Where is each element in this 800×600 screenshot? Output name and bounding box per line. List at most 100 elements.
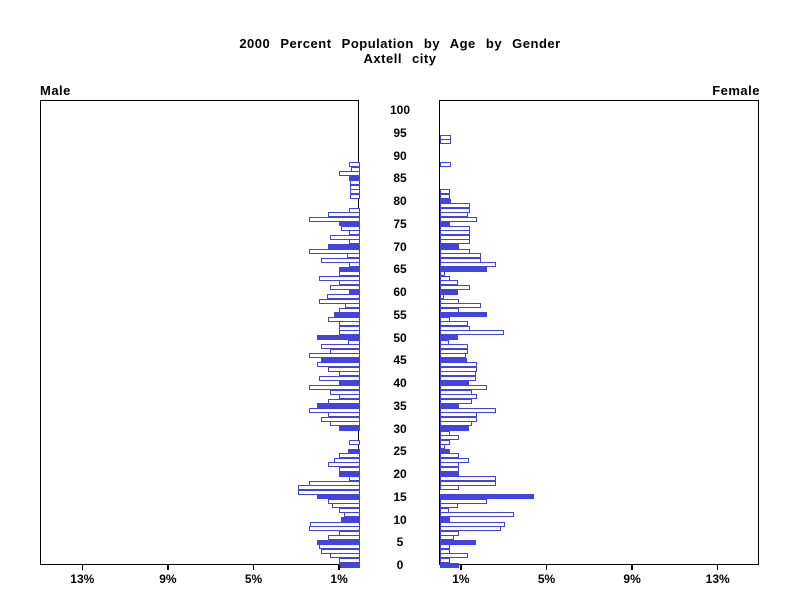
pyramid-bar-male-age-8: [309, 526, 360, 531]
pyramid-bar-female-age-36: [440, 399, 472, 404]
pyramid-bar-female-age-22: [440, 462, 459, 467]
pyramid-bar-female-age-72: [440, 235, 470, 240]
pyramid-bar-female-age-93: [440, 139, 451, 144]
percent-tick: [253, 565, 255, 570]
pyramid-bar-male-age-82: [350, 189, 360, 194]
pyramid-bar-male-age-18: [309, 481, 360, 486]
pyramid-bar-female-age-42: [440, 371, 476, 376]
pyramid-bar-male-age-68: [347, 253, 360, 258]
pyramid-bar-male-age-19: [349, 476, 360, 481]
pyramid-bar-male-age-34: [309, 408, 360, 413]
pyramid-bar-male-age-66: [349, 262, 360, 267]
pyramid-bar-female-age-20: [440, 472, 459, 477]
age-axis-label-100: 100: [370, 103, 430, 117]
pyramid-bar-male-age-54: [328, 317, 360, 322]
pyramid-bar-male-age-40: [339, 381, 360, 386]
age-axis-label-95: 95: [370, 126, 430, 140]
pyramid-bar-female-age-25: [440, 449, 450, 454]
pyramid-bar-female-age-43: [440, 367, 477, 372]
age-axis-label-65: 65: [370, 262, 430, 276]
pyramid-bar-female-age-5: [440, 540, 476, 545]
pyramid-bar-male-age-31: [330, 421, 360, 426]
pyramid-bar-male-age-72: [330, 235, 360, 240]
pyramid-bar-male-age-87: [351, 167, 360, 172]
pyramid-bar-female-age-45: [440, 358, 467, 363]
female-panel-label: Female: [712, 83, 760, 98]
age-axis-label-10: 10: [370, 513, 430, 527]
pyramid-bar-female-age-63: [440, 276, 450, 281]
pyramid-bar-male-age-63: [319, 276, 360, 281]
pyramid-bar-female-age-49: [440, 340, 449, 345]
pyramid-bar-male-age-35: [317, 403, 360, 408]
pyramid-bar-male-age-52: [339, 326, 360, 331]
pyramid-bar-female-age-35: [440, 403, 459, 408]
pyramid-bar-male-age-22: [328, 462, 360, 467]
pyramid-bar-male-age-11: [344, 512, 360, 517]
population-pyramid-figure: 2000 Percent Population by Age by Gender…: [0, 0, 800, 600]
pyramid-bar-female-age-70: [440, 244, 459, 249]
pyramid-bar-male-age-27: [349, 440, 360, 445]
age-axis-label-85: 85: [370, 171, 430, 185]
pyramid-bar-male-age-74: [341, 226, 360, 231]
pyramid-bar-male-age-88: [349, 162, 360, 167]
pyramid-bar-male-age-39: [309, 385, 360, 390]
pyramid-bar-female-age-61: [440, 285, 470, 290]
pyramid-bar-male-age-56: [339, 308, 360, 313]
pyramid-bar-male-age-64: [339, 271, 360, 276]
pyramid-bar-male-age-25: [348, 449, 360, 454]
pyramid-bar-male-age-84: [350, 180, 360, 185]
pyramid-bar-female-age-6: [440, 535, 454, 540]
pyramid-bar-female-age-28: [440, 435, 459, 440]
pyramid-bar-female-age-7: [440, 531, 459, 536]
pyramid-bar-female-age-2: [440, 553, 468, 558]
pyramid-bar-male-age-30: [339, 426, 360, 431]
pyramid-bar-female-age-12: [440, 508, 449, 513]
pyramid-bar-male-age-43: [328, 367, 360, 372]
pyramid-bar-female-age-58: [440, 299, 459, 304]
pyramid-bar-male-age-13: [332, 503, 360, 508]
pyramid-bar-male-age-60: [349, 290, 360, 295]
pyramid-bar-female-age-32: [440, 417, 477, 422]
percent-tick: [338, 565, 340, 570]
age-axis-label-50: 50: [370, 331, 430, 345]
percent-tick-label: 9%: [608, 572, 656, 586]
pyramid-bar-female-age-74: [440, 226, 470, 231]
pyramid-bar-female-age-33: [440, 412, 477, 417]
pyramid-bar-male-age-42: [339, 371, 360, 376]
age-axis-label-70: 70: [370, 240, 430, 254]
pyramid-bar-female-age-18: [440, 481, 496, 486]
pyramid-bar-male-age-58: [319, 299, 360, 304]
pyramid-bar-male-age-71: [349, 239, 360, 244]
pyramid-bar-female-age-55: [440, 312, 487, 317]
pyramid-bar-male-age-20: [339, 472, 360, 477]
pyramid-bar-female-age-78: [440, 208, 470, 213]
pyramid-bar-male-age-9: [310, 522, 360, 527]
chart-title-line1: 2000 Percent Population by Age by Gender: [0, 36, 800, 51]
pyramid-bar-female-age-27: [440, 440, 450, 445]
percent-tick: [167, 565, 169, 570]
pyramid-bar-male-age-12: [339, 508, 360, 513]
pyramid-bar-male-age-62: [339, 280, 360, 285]
pyramid-bar-female-age-46: [440, 353, 466, 358]
pyramid-bar-female-age-23: [440, 458, 469, 463]
pyramid-bar-male-age-48: [321, 344, 360, 349]
male-panel-frame: [40, 100, 359, 565]
chart-title-line2: Axtell city: [0, 51, 800, 66]
pyramid-bar-male-age-7: [339, 531, 360, 536]
age-axis-label-75: 75: [370, 217, 430, 231]
pyramid-bar-female-age-26: [440, 444, 445, 449]
pyramid-bar-female-age-79: [440, 203, 470, 208]
pyramid-bar-male-age-33: [328, 412, 360, 417]
pyramid-bar-female-age-76: [440, 217, 477, 222]
percent-tick: [82, 565, 84, 570]
pyramid-bar-male-age-50: [317, 335, 360, 340]
percent-tick: [717, 565, 719, 570]
pyramid-bar-male-age-53: [339, 321, 360, 326]
pyramid-bar-female-age-52: [440, 326, 470, 331]
pyramid-bar-male-age-32: [321, 417, 360, 422]
pyramid-bar-female-age-29: [440, 431, 450, 436]
percent-tick-label: 1%: [315, 572, 363, 586]
pyramid-bar-female-age-37: [440, 394, 477, 399]
pyramid-bar-female-age-3: [440, 549, 450, 554]
pyramid-bar-female-age-34: [440, 408, 496, 413]
